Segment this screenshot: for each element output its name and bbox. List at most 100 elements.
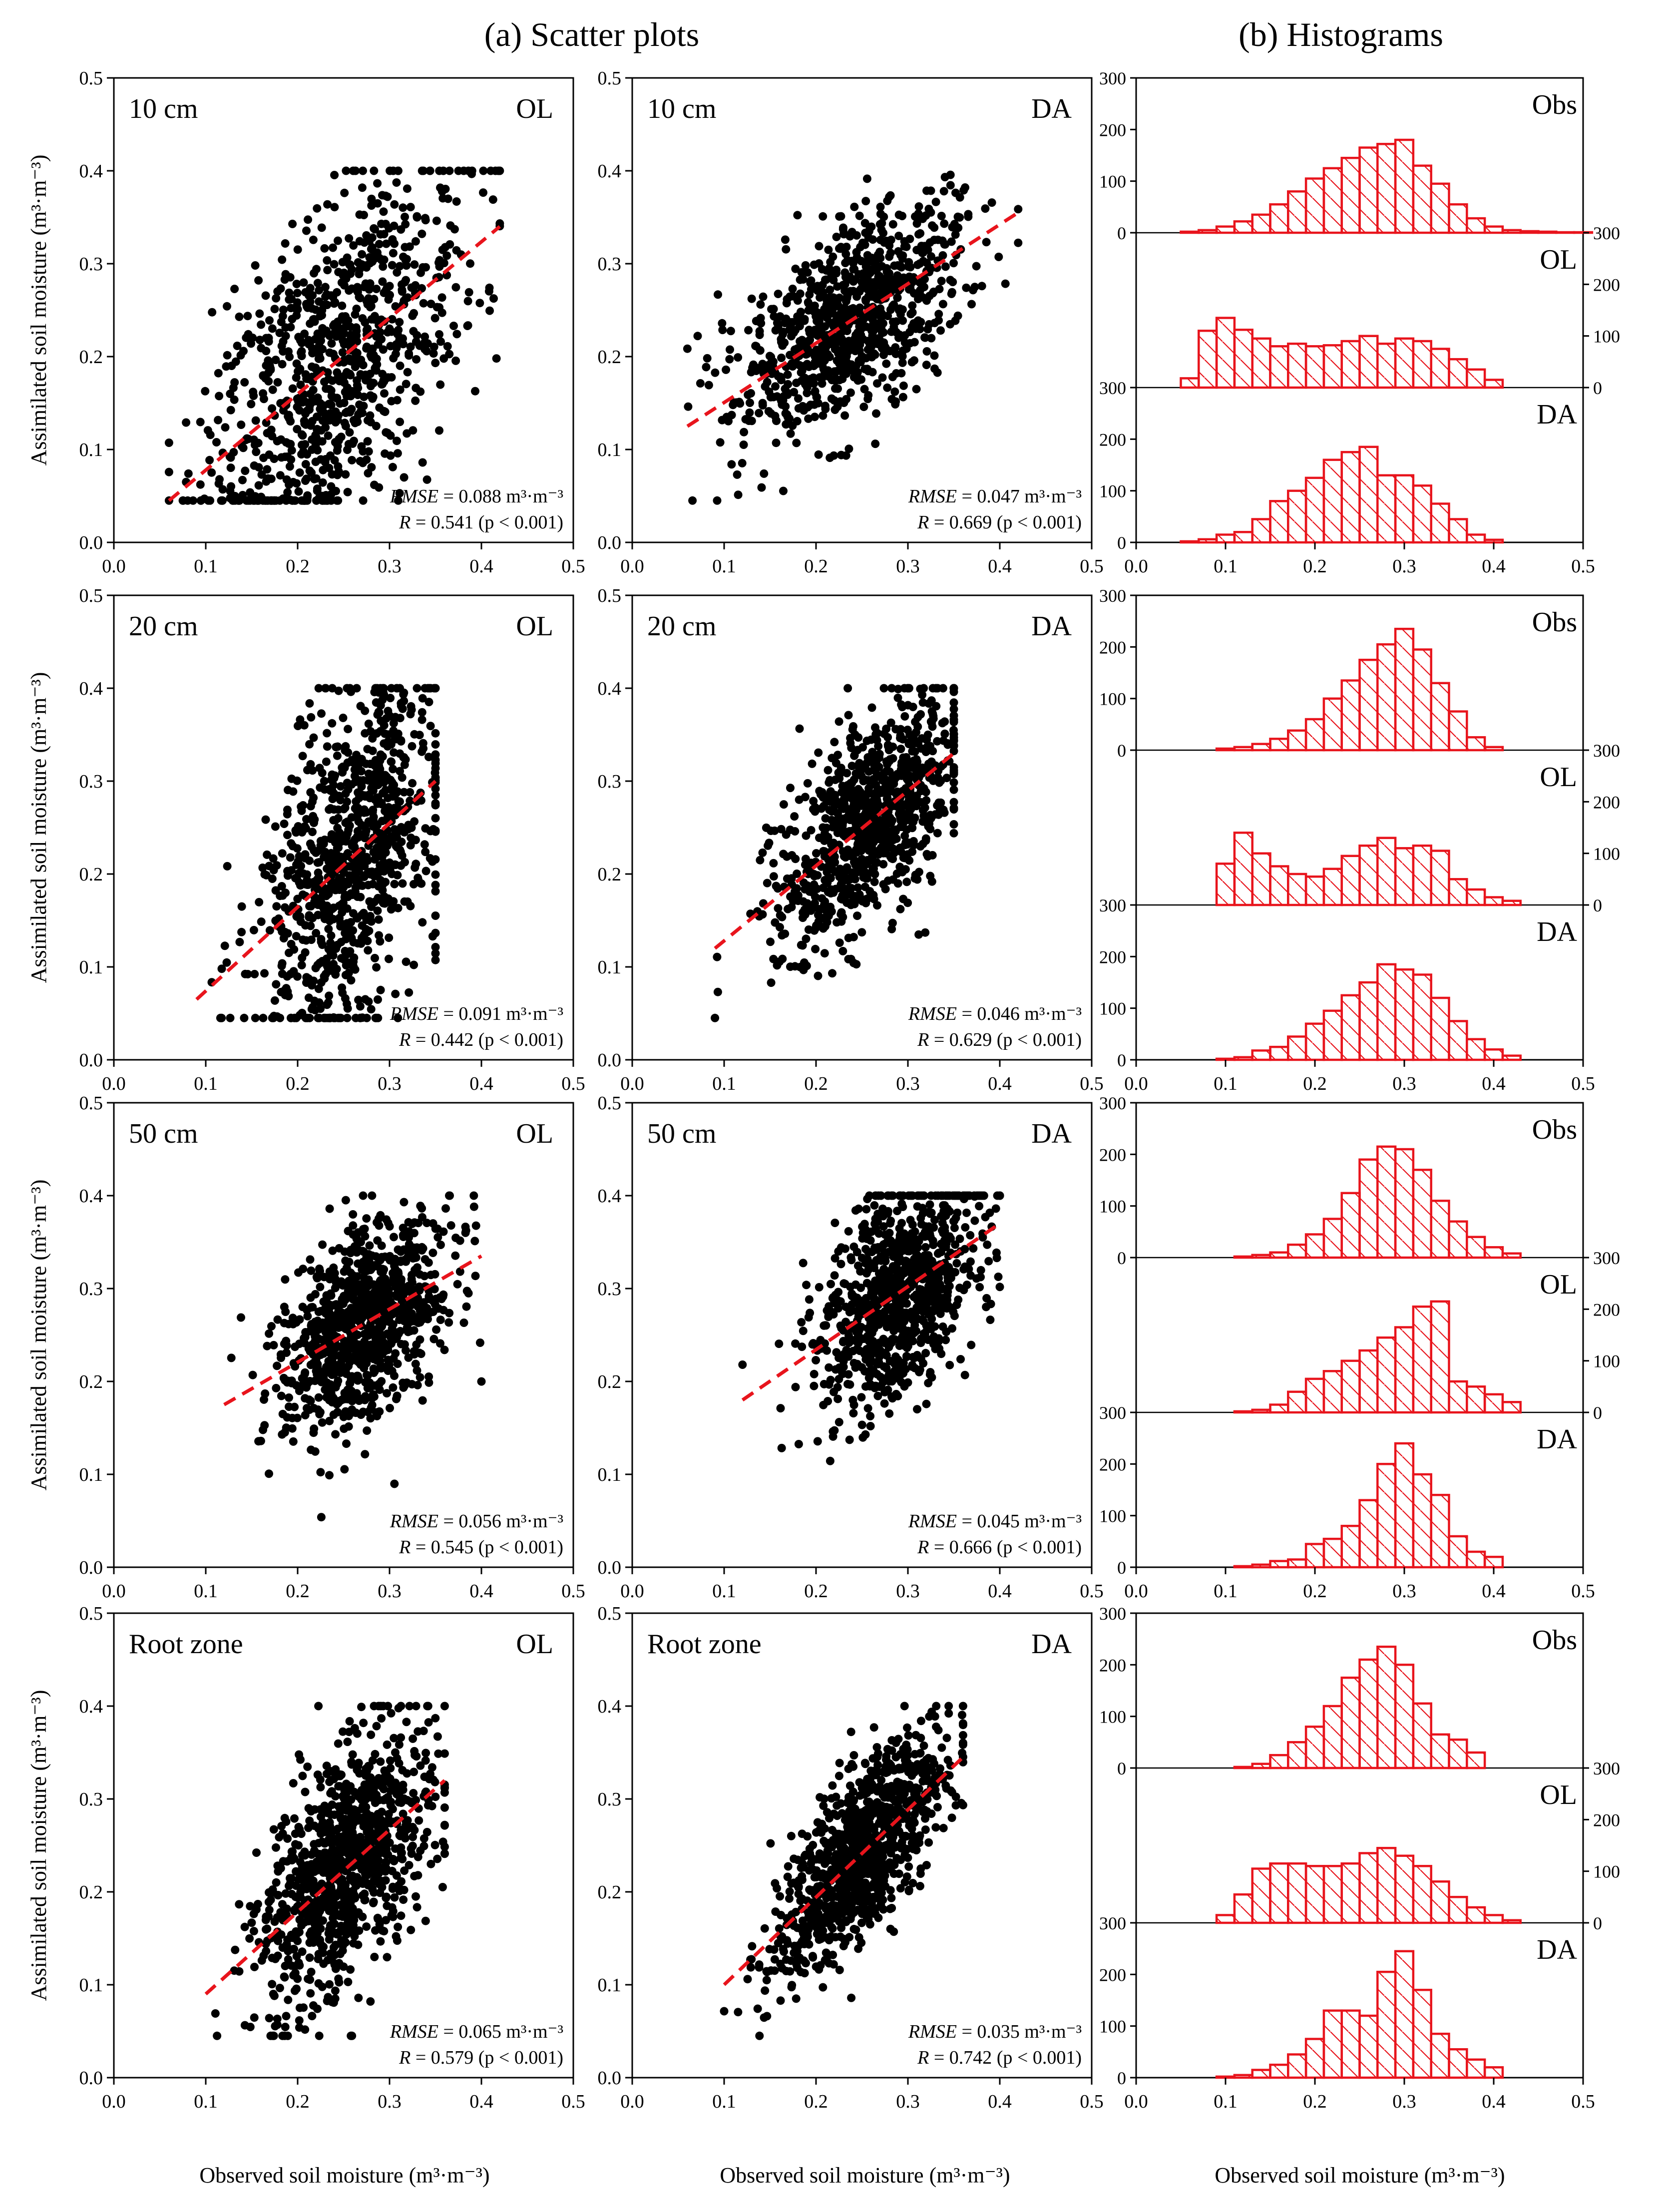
data-point (386, 712, 395, 721)
y-axis-title: Assimilated soil moisture (m³·m⁻³) (26, 1180, 51, 1491)
data-point (848, 850, 857, 859)
data-point (390, 1479, 399, 1488)
data-point (819, 212, 828, 221)
data-point (340, 188, 349, 197)
data-point (301, 854, 310, 863)
data-point (901, 838, 910, 847)
data-point (320, 785, 329, 794)
data-point (305, 1405, 314, 1414)
data-point (431, 791, 440, 800)
data-point (949, 778, 958, 787)
data-point (326, 1289, 335, 1298)
data-point (744, 391, 753, 399)
data-point (261, 815, 270, 824)
data-point (788, 421, 797, 430)
data-point (308, 349, 317, 358)
data-point (445, 1309, 454, 1318)
data-point (288, 496, 297, 505)
data-point (325, 331, 334, 340)
data-point (377, 1330, 386, 1339)
data-point (336, 853, 345, 862)
data-point (384, 737, 393, 746)
data-point (259, 1425, 267, 1434)
x-tick-label: 0.0 (620, 1073, 644, 1094)
data-point (388, 261, 397, 270)
data-point (358, 183, 367, 192)
x-tick-label: 0.0 (102, 1073, 126, 1094)
data-point (270, 996, 279, 1005)
data-point (310, 474, 319, 483)
data-point (321, 423, 330, 432)
data-point (908, 747, 917, 756)
data-point (898, 346, 907, 355)
data-point (855, 211, 864, 220)
data-point (828, 807, 836, 816)
x-tick-label: 0.1 (194, 1581, 218, 1602)
data-point (394, 797, 403, 806)
data-point (393, 1391, 402, 1400)
data-point (304, 993, 313, 1002)
data-point (282, 438, 291, 447)
data-point (880, 279, 889, 288)
data-point (841, 250, 850, 259)
data-point (922, 361, 931, 370)
data-point (436, 1316, 445, 1325)
data-point (972, 262, 981, 271)
data-point (292, 932, 301, 940)
data-point (435, 426, 443, 435)
y-tick-label: 0.3 (598, 1279, 622, 1300)
data-point (867, 222, 876, 231)
data-point (280, 275, 289, 284)
data-point (876, 209, 885, 218)
run-label: DA (1031, 611, 1072, 642)
data-point (415, 1300, 424, 1309)
data-point (485, 306, 494, 315)
data-point (347, 976, 356, 985)
data-point (411, 237, 420, 246)
data-point (767, 409, 776, 418)
data-point (298, 828, 307, 837)
data-point (725, 355, 734, 364)
data-point (411, 836, 420, 845)
data-point (292, 874, 301, 883)
data-point (372, 285, 381, 293)
data-point (318, 769, 327, 778)
data-point (304, 880, 313, 889)
data-point (378, 1322, 387, 1330)
data-point (727, 411, 736, 420)
data-point (782, 299, 791, 308)
data-point (301, 409, 310, 418)
data-point (984, 1257, 993, 1266)
data-points (207, 684, 440, 1022)
data-point (340, 1318, 349, 1327)
data-point (355, 400, 364, 409)
data-point (352, 304, 361, 313)
data-point (925, 268, 933, 277)
data-point (443, 342, 452, 351)
data-point (489, 294, 498, 303)
data-point (306, 1293, 315, 1302)
data-point (813, 286, 822, 295)
data-point (429, 343, 438, 351)
data-point (418, 694, 427, 703)
data-point (860, 385, 869, 394)
data-point (396, 361, 405, 370)
data-point (453, 1280, 462, 1289)
x-tick-label: 0.4 (988, 1581, 1012, 1602)
data-point (337, 1277, 346, 1286)
y-tick-label: 0.4 (79, 1186, 103, 1207)
data-point (304, 336, 313, 345)
data-point (991, 1204, 1000, 1213)
data-point (908, 703, 917, 711)
data-point (311, 442, 320, 451)
scatter-panel-10-cm-da: 0.0 0.1 0.2 0.3 0.4 0.50.00.10.20.30.40.510 c… (598, 68, 1104, 577)
data-point (305, 699, 314, 708)
data-point (357, 1352, 366, 1361)
data-point (283, 1378, 292, 1387)
data-point (880, 729, 889, 738)
data-point (312, 877, 321, 885)
data-point (349, 957, 358, 966)
data-point (839, 852, 848, 861)
data-point (251, 416, 260, 425)
data-point (839, 895, 848, 904)
